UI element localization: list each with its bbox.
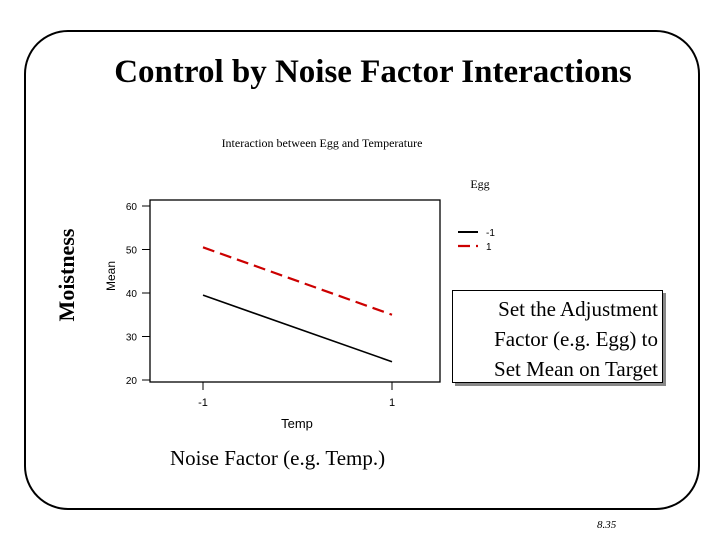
series-line-egg-minus-1: [202, 294, 393, 363]
slide-title: Control by Noise Factor Interactions: [114, 54, 632, 90]
legend-title: Egg: [470, 177, 489, 191]
y-tick-label: 40: [126, 289, 138, 300]
callout-line: Set Mean on Target: [494, 357, 658, 381]
plot-frame: [149, 199, 441, 383]
legend-label: 1: [486, 242, 492, 253]
x-annotation: Noise Factor (e.g. Temp.): [170, 446, 386, 470]
y-tick-label: 30: [126, 333, 138, 344]
y-annotation: Moistness: [54, 228, 79, 322]
series-line-egg-1: [202, 246, 393, 316]
x-tick-label: -1: [198, 397, 208, 409]
y-axis-label: Mean: [104, 261, 118, 291]
callout-box: Set the Adjustment Factor (e.g. Egg) to …: [452, 290, 663, 383]
callout-line: Factor (e.g. Egg) to: [494, 327, 658, 351]
y-tick-label: 60: [126, 202, 138, 213]
x-tick-label: 1: [389, 397, 395, 409]
y-tick-label: 50: [126, 246, 138, 257]
callout-line: Set the Adjustment: [498, 297, 658, 321]
y-tick-label: 20: [126, 376, 138, 387]
legend-label: -1: [486, 228, 495, 239]
x-axis-label: Temp: [281, 416, 313, 431]
page-number: 8.35: [597, 519, 617, 531]
slide-frame: [24, 30, 700, 510]
chart-title: Interaction between Egg and Temperature: [222, 136, 423, 150]
